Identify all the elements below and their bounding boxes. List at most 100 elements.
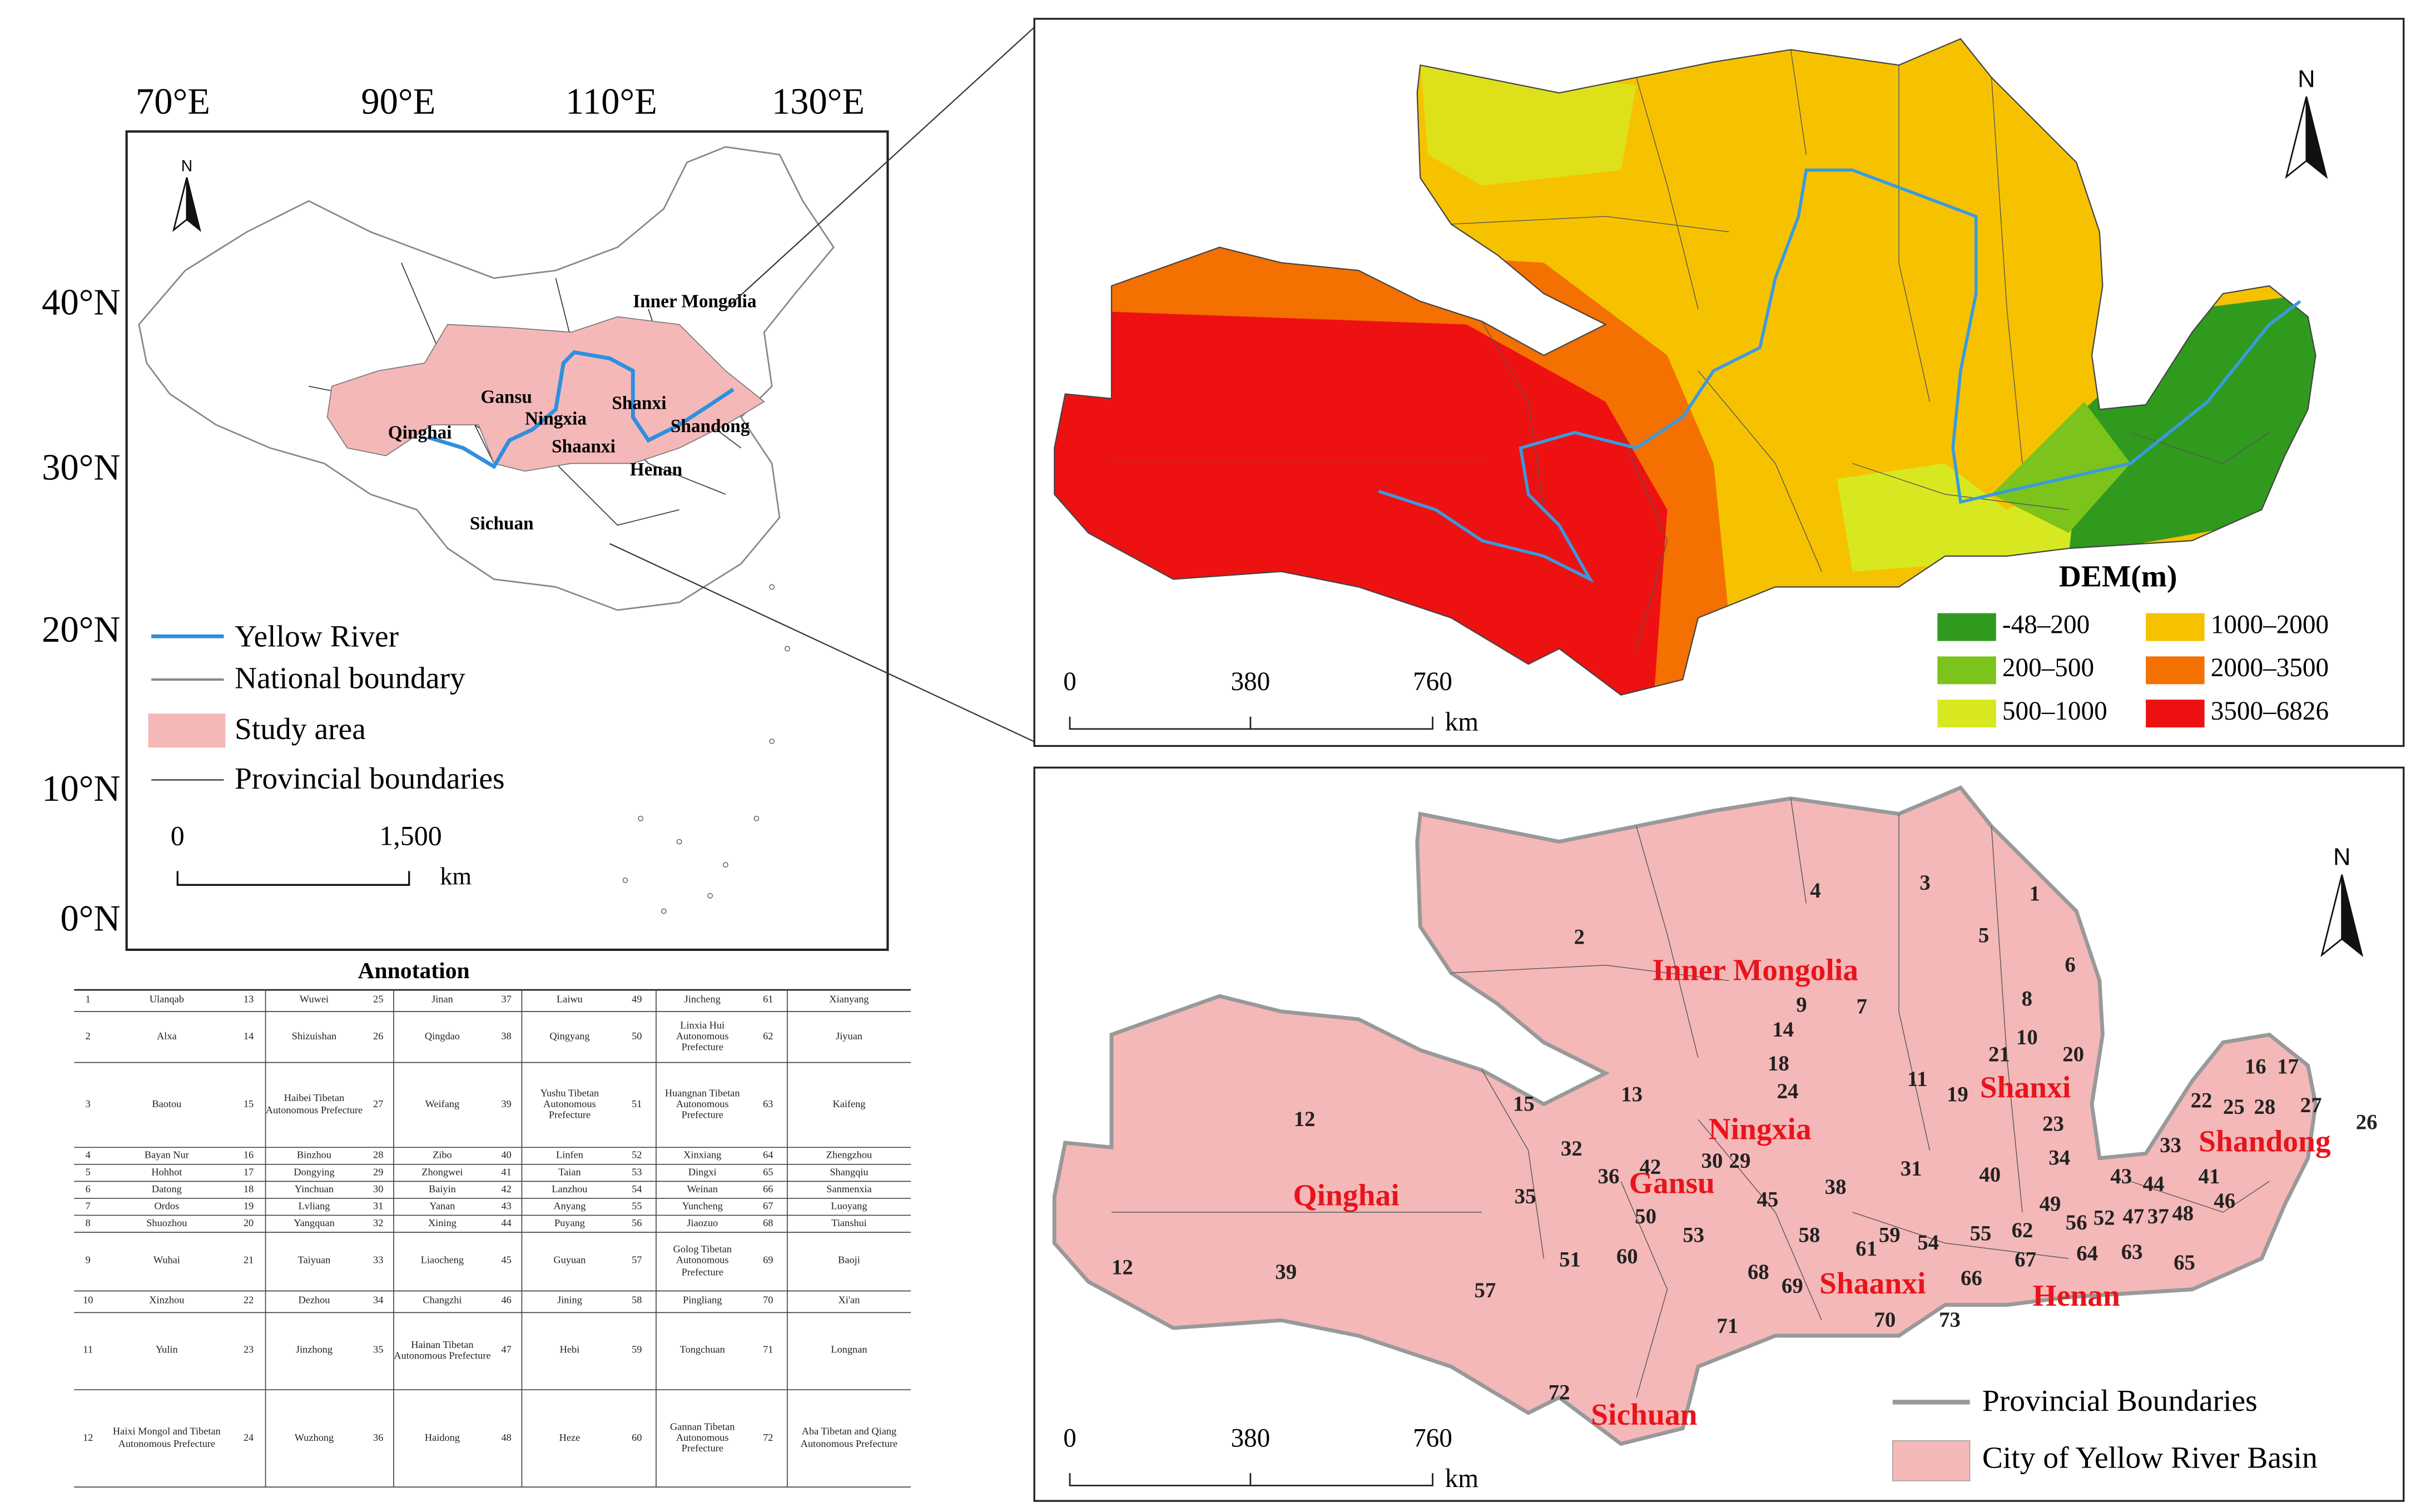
dem-boundary <box>1481 321 1545 510</box>
table-cell-text: 39 <box>501 1099 512 1111</box>
table-cell-text: 45 <box>501 1256 512 1267</box>
table-cell-text: Shuozhou <box>146 1218 187 1230</box>
table-cell: Shuozhou <box>146 1218 187 1230</box>
table-cell-text: 37 <box>501 995 512 1006</box>
table-cell-text: Jiaozuo <box>687 1218 718 1230</box>
table-cell-text: Dezhou <box>298 1296 330 1307</box>
table-cell: 48 <box>501 1433 511 1444</box>
table-cell: 35 <box>373 1346 383 1356</box>
table-cell: 31 <box>373 1201 383 1212</box>
city-number: 70 <box>1874 1308 1896 1332</box>
scale-label: km <box>440 862 472 890</box>
table-cell: Anyang <box>553 1201 586 1212</box>
table-cell: 23 <box>244 1346 254 1356</box>
city-boundary <box>1790 798 1807 904</box>
city-number: 63 <box>2121 1240 2143 1264</box>
legend-label: -48–200 <box>2002 611 2090 639</box>
province-label: Shandong <box>2199 1124 2331 1158</box>
city-number: 2 <box>1574 925 1584 949</box>
table-cell: 15 <box>244 1099 254 1110</box>
table-cell: 39 <box>501 1099 512 1111</box>
city-boundary <box>1451 965 1729 981</box>
city-number: 52 <box>2093 1206 2115 1230</box>
city-number: 67 <box>2015 1248 2036 1272</box>
table-cell-text: 27 <box>373 1099 384 1111</box>
table-cell: Weinan <box>687 1184 717 1195</box>
table-cell: 7 <box>86 1201 91 1212</box>
city-number: 58 <box>1798 1223 1820 1247</box>
table-cell-text: 47 <box>501 1345 512 1357</box>
legend-label: Yellow River <box>235 620 399 654</box>
table-cell: Laiwu <box>557 995 583 1005</box>
legend-swatch <box>1937 700 1996 728</box>
table-cell-text: 4 <box>85 1150 91 1161</box>
legend-label: National boundary <box>235 662 465 696</box>
table-cell-text: 41 <box>501 1167 512 1178</box>
table-cell-text: Shizuishan <box>291 1031 337 1043</box>
city-number: 3 <box>1919 871 1930 895</box>
table-cell-text: Baotou <box>152 1099 182 1111</box>
island <box>622 878 628 883</box>
table-cell-text: 52 <box>632 1150 642 1161</box>
table-cell: 67 <box>763 1201 773 1212</box>
yellow-river <box>1378 168 2301 583</box>
city-number: 68 <box>1748 1260 1769 1284</box>
table-cell: Kaifeng <box>832 1099 865 1110</box>
table-cell: 63 <box>763 1099 773 1110</box>
table-cell: 6 <box>86 1184 91 1195</box>
table-cell: Baotou <box>152 1099 182 1111</box>
table-cell: Zhongwei <box>421 1167 463 1178</box>
city-boundary <box>1481 1070 1545 1259</box>
table-cell-text: 30 <box>373 1184 384 1196</box>
city-number: 46 <box>2214 1189 2235 1213</box>
table-cell-text: 64 <box>763 1150 773 1161</box>
province-label: Shaanxi <box>552 436 616 457</box>
island <box>661 908 667 914</box>
city-number: 14 <box>1772 1018 1794 1042</box>
province-label: Inner Mongolia <box>633 291 757 311</box>
legend-label: Provincial Boundaries <box>1982 1384 2258 1418</box>
table-cell: 14 <box>244 1032 254 1042</box>
table-cell: Yuncheng <box>682 1201 723 1212</box>
table-cell-text: Jinzhong <box>295 1345 333 1357</box>
dem-boundary <box>1790 49 1807 155</box>
scale-label: km <box>1445 707 1479 736</box>
table-cell: Zibo <box>433 1151 452 1161</box>
table-cell-text: Haidong <box>424 1432 460 1444</box>
legend-swatch <box>2146 613 2205 641</box>
table-cell: 55 <box>632 1201 642 1212</box>
table-cell-text: Lvliang <box>298 1201 330 1212</box>
table-cell: 2 <box>86 1032 91 1042</box>
city-number: 55 <box>1970 1221 1992 1245</box>
table-cell-text: 5 <box>85 1167 91 1178</box>
legend-label: 2000–3500 <box>2211 653 2329 682</box>
city-number: 17 <box>2277 1055 2299 1079</box>
city-number: 27 <box>2300 1093 2322 1117</box>
city-number: 42 <box>1639 1155 1661 1179</box>
table-cell: 13 <box>244 995 254 1005</box>
legend-label: 1000–2000 <box>2211 611 2329 639</box>
table-cell: Alxa <box>157 1032 177 1042</box>
table-cell: Guyuan <box>553 1256 586 1267</box>
city-number: 12 <box>1294 1107 1316 1131</box>
table-cell: 40 <box>501 1151 511 1161</box>
table-cell-text: Yanan <box>429 1201 455 1212</box>
table-cell: Lanzhou <box>552 1184 587 1195</box>
table-cell: Heze <box>559 1433 581 1444</box>
table-cell: 32 <box>373 1218 383 1229</box>
table-cell: Dezhou <box>298 1296 330 1307</box>
dem-boundary <box>1636 77 1699 309</box>
table-cell: 50 <box>632 1032 642 1042</box>
table-cell-text: Dingxi <box>688 1167 717 1178</box>
city-number: 4 <box>1810 879 1820 903</box>
table-cell: Xining <box>428 1218 457 1229</box>
longitude-label: 90°E <box>361 82 435 122</box>
table-cell-text: 21 <box>243 1256 254 1267</box>
table-cell: Wuwei <box>300 995 329 1005</box>
table-cell-text: 51 <box>632 1099 642 1111</box>
table-cell-text: Hohhot <box>151 1167 182 1178</box>
table-cell: 30 <box>373 1184 384 1196</box>
scale-bar <box>176 871 410 886</box>
table-cell: Lvliang <box>298 1201 330 1212</box>
